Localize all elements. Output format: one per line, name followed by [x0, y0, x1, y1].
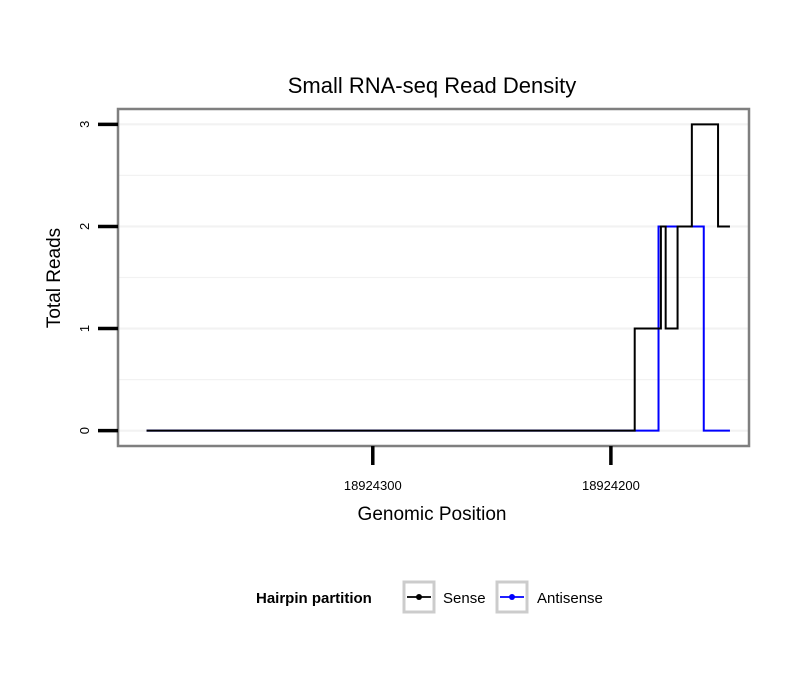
- grid: [118, 123, 749, 432]
- legend: Hairpin partition Sense Antisense: [256, 580, 603, 614]
- legend-key-point-sense: [416, 594, 422, 600]
- x-axis-title: Genomic Position: [358, 504, 507, 525]
- legend-title: Hairpin partition: [256, 590, 372, 607]
- x-axis: 18924300 18924200: [344, 446, 640, 493]
- y-tick-label: 3: [77, 121, 92, 128]
- legend-label-sense: Sense: [443, 590, 486, 607]
- plot-panel: [116, 107, 751, 448]
- chart-title: Small RNA-seq Read Density: [288, 73, 577, 98]
- y-tick-label: 0: [77, 427, 92, 434]
- y-axis-title: Total Reads: [44, 228, 65, 328]
- y-tick-label: 2: [77, 223, 92, 230]
- legend-label-antisense: Antisense: [537, 590, 603, 607]
- series-layer: [146, 123, 730, 432]
- series-line-sense: [146, 123, 730, 432]
- x-tick-label: 18924300: [344, 478, 402, 493]
- legend-key-point-antisense: [509, 594, 515, 600]
- y-axis: 0 1 2 3: [77, 121, 118, 434]
- y-tick-label: 1: [77, 325, 92, 332]
- x-tick-label: 18924200: [582, 478, 640, 493]
